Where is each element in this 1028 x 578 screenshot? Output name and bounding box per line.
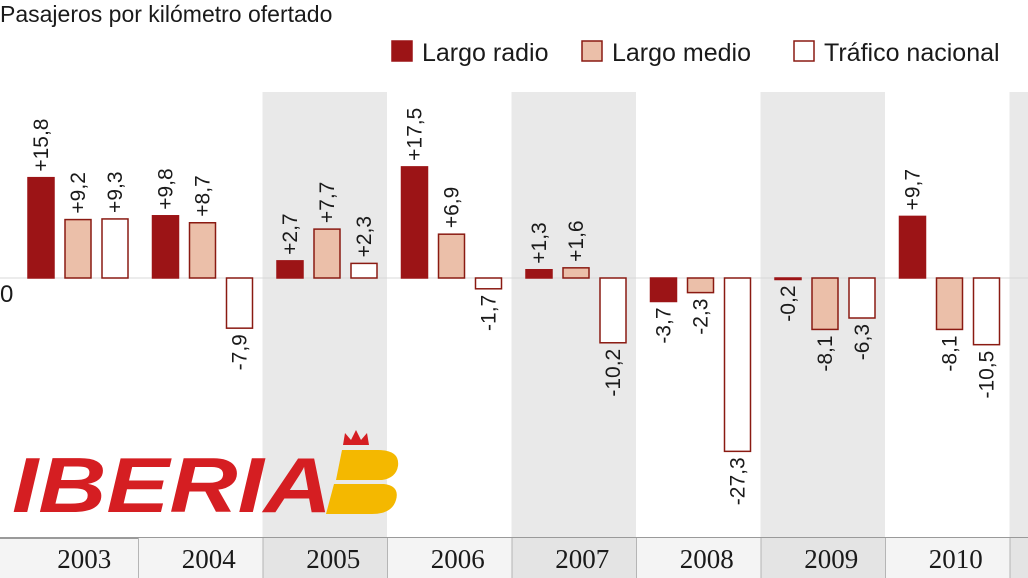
bar — [935, 277, 964, 331]
bar — [101, 218, 129, 279]
axis-cell — [262, 538, 387, 578]
bars — [27, 166, 1001, 453]
bar — [898, 215, 927, 279]
bar — [686, 277, 715, 294]
legend-label: Largo medio — [612, 39, 751, 67]
bar — [400, 166, 429, 279]
axis-cell — [387, 538, 512, 578]
x-tick-label: 2003 — [57, 544, 111, 574]
data-label: +6,9 — [441, 187, 464, 228]
data-label: +9,3 — [104, 171, 127, 212]
data-label: +2,7 — [279, 213, 302, 254]
data-label: -8,1 — [814, 335, 837, 371]
data-label: -3,7 — [653, 307, 676, 343]
legend-label: Tráfico nacional — [824, 39, 1000, 67]
data-label: -27,3 — [727, 457, 750, 505]
bar — [848, 277, 876, 319]
axis-cell — [1009, 538, 1028, 578]
legend-swatch — [581, 40, 603, 62]
column-band — [1009, 92, 1028, 538]
data-label: +1,6 — [565, 220, 588, 261]
bar — [151, 215, 180, 279]
x-tick-label: 2008 — [680, 544, 734, 574]
data-label: -6,3 — [851, 324, 874, 360]
data-label: +9,8 — [155, 168, 178, 209]
legend: Largo radio Largo medio Tráfico nacional — [391, 39, 1000, 67]
iberia-logo: IBERIA — [12, 430, 399, 529]
legend-label: Largo radio — [422, 39, 548, 67]
bar — [599, 277, 627, 344]
legend-swatch — [391, 40, 413, 62]
data-label: +9,2 — [67, 172, 90, 213]
axis-cell — [511, 538, 636, 578]
x-tick-label: 2010 — [929, 544, 983, 574]
bar — [525, 268, 553, 279]
legend-swatch — [793, 40, 815, 62]
data-label: +1,3 — [528, 222, 551, 263]
bar — [774, 277, 802, 281]
axis-cell — [636, 538, 761, 578]
axis-cell — [138, 538, 263, 578]
zero-label: 0 — [0, 281, 13, 308]
axis-cell — [760, 538, 885, 578]
x-tick-label: 2005 — [306, 544, 360, 574]
data-label: -10,5 — [976, 351, 999, 399]
data-label: +9,7 — [902, 169, 925, 210]
bar — [562, 267, 590, 279]
value-labels: +15,8 +9,2 +9,3 +9,8 +8,7 -7,9 +2,7 +7,7 +2,3 +17… — [30, 108, 999, 505]
bar — [276, 260, 304, 279]
bar — [723, 277, 752, 453]
data-label: +7,7 — [316, 182, 339, 223]
bar — [225, 277, 254, 329]
data-label: +15,8 — [30, 119, 53, 172]
data-label: -10,2 — [602, 349, 625, 397]
data-label: +2,3 — [353, 216, 376, 257]
chart-title: Pasajeros por kilómetro ofertado — [0, 1, 332, 27]
bar — [649, 277, 678, 303]
bar — [350, 262, 378, 279]
bar — [437, 233, 466, 279]
bar — [811, 277, 839, 331]
data-label: +17,5 — [404, 108, 427, 161]
axis-cell — [885, 538, 1010, 578]
year-axis: 2003 2004 2005 2006 2007 2008 2009 2010 — [0, 537, 1028, 578]
bar — [64, 218, 92, 279]
bar — [474, 277, 503, 290]
x-tick-label: 2007 — [555, 544, 609, 574]
x-tick-label: 2006 — [431, 544, 485, 574]
data-label: -0,2 — [777, 286, 800, 322]
data-label: +8,7 — [192, 175, 215, 216]
data-label: -7,9 — [229, 334, 252, 370]
data-label: -2,3 — [690, 299, 713, 335]
x-tick-label: 2004 — [182, 544, 237, 574]
bar — [313, 228, 341, 279]
data-label: -1,7 — [478, 295, 501, 331]
x-tick-label: 2009 — [804, 544, 858, 574]
bar — [972, 277, 1001, 346]
data-label: -8,1 — [939, 335, 962, 371]
bar — [27, 176, 55, 279]
logo-wordmark: IBERIA — [12, 441, 332, 529]
bar — [188, 222, 217, 279]
logo-symbol-icon — [326, 430, 399, 514]
